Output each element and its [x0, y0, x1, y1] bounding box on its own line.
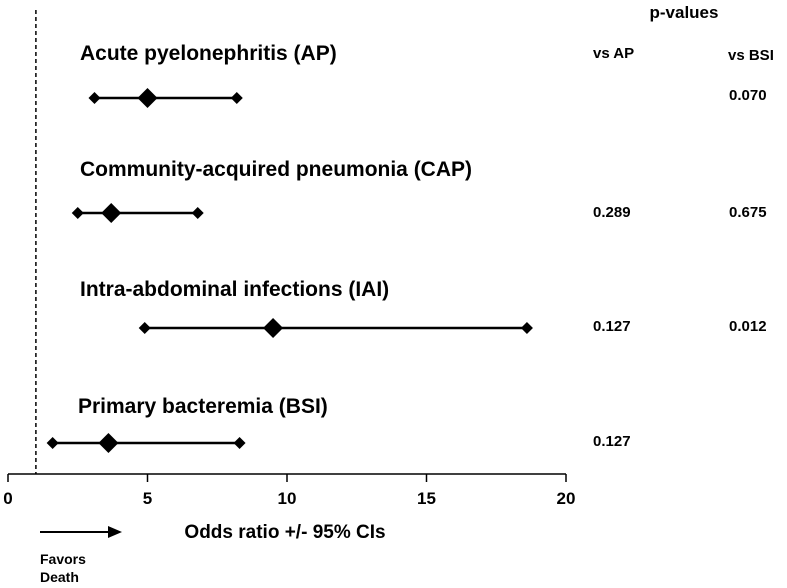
ci-high-marker-1	[191, 207, 204, 219]
x-tick-label-1: 5	[143, 489, 152, 508]
forest-row-1: Community-acquired pneumonia (CAP) 0.289 0…	[71, 158, 767, 223]
pvalue-column-vs-bsi: vs BSI	[728, 47, 774, 64]
forest-row-2: Intra-abdominal infections (IAI) 0.127 0.0…	[80, 278, 767, 338]
forest-row-0: Acute pyelonephritis (AP) 0.070	[80, 42, 767, 108]
pvalue-vs-bsi-2: 0.012	[729, 318, 767, 335]
favors-label-line2: Death	[40, 569, 79, 585]
or-point-2	[263, 318, 284, 338]
row-label-2: Intra-abdominal infections (IAI)	[80, 278, 389, 301]
or-point-3	[98, 433, 119, 453]
ci-low-marker-1	[71, 207, 84, 219]
ci-low-marker-2	[138, 322, 151, 334]
row-label-3: Primary bacteremia (BSI)	[78, 395, 328, 418]
x-tick-label-2: 10	[278, 489, 297, 508]
or-point-0	[137, 88, 158, 108]
ci-high-marker-3	[233, 437, 246, 449]
x-axis-title: Odds ratio +/- 95% CIs	[184, 522, 385, 543]
pvalue-vs-bsi-1: 0.675	[729, 204, 767, 221]
pvalue-column-vs-ap: vs AP	[593, 45, 634, 62]
ci-high-marker-0	[230, 92, 243, 104]
favors-label-line1: Favors	[40, 551, 86, 567]
row-label-0: Acute pyelonephritis (AP)	[80, 42, 337, 65]
x-tick-label-0: 0	[3, 489, 12, 508]
x-tick-label-3: 15	[417, 489, 436, 508]
pvalue-vs-ap-1: 0.289	[593, 204, 631, 221]
row-label-1: Community-acquired pneumonia (CAP)	[80, 158, 472, 181]
pvalues-title: p-values	[650, 3, 719, 22]
pvalue-vs-ap-3: 0.127	[593, 433, 631, 450]
pvalue-vs-ap-2: 0.127	[593, 318, 631, 335]
forest-rows: Acute pyelonephritis (AP) 0.070 Community-…	[46, 42, 767, 453]
or-point-1	[101, 203, 122, 223]
favors-arrow	[40, 526, 122, 538]
ci-low-marker-3	[46, 437, 59, 449]
ci-low-marker-0	[88, 92, 101, 104]
x-axis-ticks: 0 5 10 15 20	[3, 474, 575, 508]
ci-high-marker-2	[520, 322, 533, 334]
forest-row-3: Primary bacteremia (BSI) 0.127	[46, 395, 631, 453]
pvalue-vs-bsi-0: 0.070	[729, 87, 767, 104]
x-tick-label-4: 20	[557, 489, 576, 508]
